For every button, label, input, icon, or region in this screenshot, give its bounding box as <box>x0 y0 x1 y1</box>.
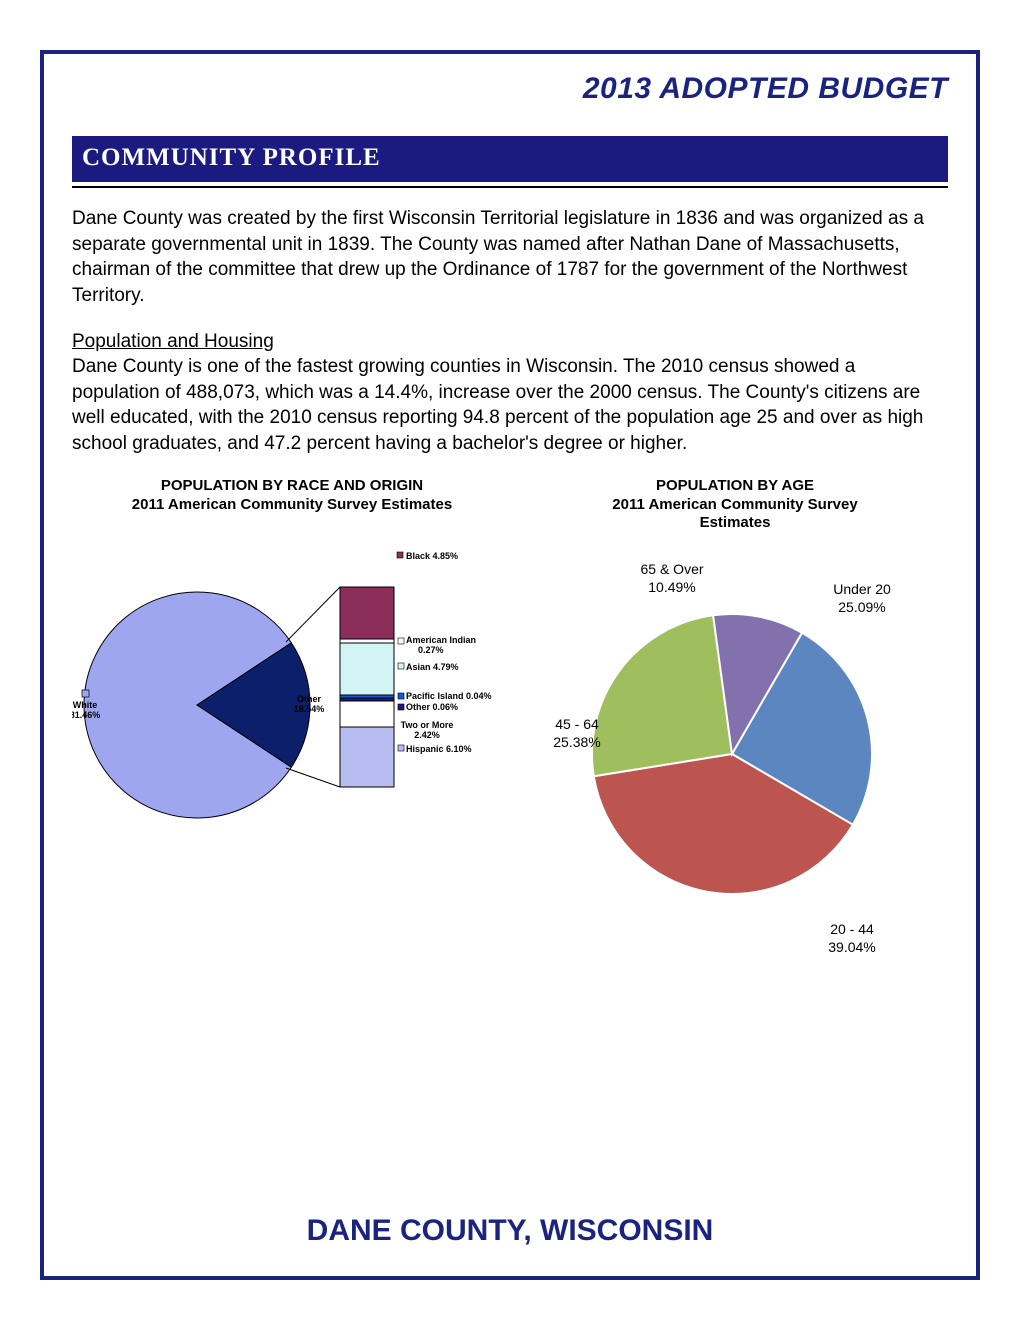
age-chart-title-l1: POPULATION BY AGE <box>656 477 814 494</box>
charts-row: POPULATION BY RACE AND ORIGIN 2011 Ameri… <box>72 477 948 984</box>
inner-frame: 2013 ADOPTED BUDGET COMMUNITY PROFILE Da… <box>40 50 980 1280</box>
svg-text:Black 4.85%: Black 4.85% <box>406 551 458 561</box>
race-chart-svg: White 81.46% Other 18.54% Black 4.85% Ame… <box>72 520 512 900</box>
svg-text:Asian 4.79%: Asian 4.79% <box>406 662 459 672</box>
svg-text:25.38%: 25.38% <box>553 734 600 750</box>
race-chart-title-l2: 2011 American Community Survey Estimates <box>132 496 452 513</box>
section-underline <box>72 186 948 188</box>
age-chart-column: POPULATION BY AGE 2011 American Communit… <box>522 477 948 984</box>
race-white-label: White <box>73 700 98 710</box>
svg-text:65 & Over: 65 & Over <box>640 561 703 577</box>
svg-text:American Indian: American Indian <box>406 635 476 645</box>
race-other-label: Other <box>297 694 322 704</box>
race-bar-of-pie <box>340 587 394 787</box>
race-chart-title: POPULATION BY RACE AND ORIGIN 2011 Ameri… <box>72 477 512 515</box>
population-subheading: Population and Housing <box>72 331 274 352</box>
race-white-pct: 81.46% <box>72 710 100 720</box>
population-paragraph: Dane County is one of the fastest growin… <box>72 356 923 454</box>
svg-text:Other 0.06%: Other 0.06% <box>406 702 458 712</box>
race-chart-column: POPULATION BY RACE AND ORIGIN 2011 Ameri… <box>72 477 512 984</box>
legend-swatch-white <box>82 690 89 697</box>
race-breakdown-legend: Black 4.85% American Indian0.27% Asian 4.7… <box>397 551 492 754</box>
svg-text:2.42%: 2.42% <box>414 730 440 740</box>
population-block: Population and Housing Dane County is on… <box>72 329 948 457</box>
svg-text:Hispanic 6.10%: Hispanic 6.10% <box>406 744 472 754</box>
section-title-bar: COMMUNITY PROFILE <box>72 136 948 182</box>
page: 2013 ADOPTED BUDGET COMMUNITY PROFILE Da… <box>0 0 1020 1320</box>
svg-text:10.49%: 10.49% <box>648 579 695 595</box>
header-title: 2013 ADOPTED BUDGET <box>72 72 948 106</box>
footer-text: DANE COUNTY, WISCONSIN <box>44 1214 976 1248</box>
age-chart-svg: Under 20 25.09% 20 - 44 39.04% 45 - 64 25.38%… <box>522 539 942 979</box>
age-chart-title-l2: 2011 American Community Survey <box>612 496 857 513</box>
age-chart-title-l3: Estimates <box>700 514 771 531</box>
age-pie-group <box>592 614 872 894</box>
connector-top <box>286 587 340 642</box>
race-other-pct: 18.54% <box>294 704 325 714</box>
svg-text:Under 20: Under 20 <box>833 581 891 597</box>
age-chart-title: POPULATION BY AGE 2011 American Communit… <box>522 477 948 533</box>
svg-text:45 - 64: 45 - 64 <box>555 716 599 732</box>
svg-text:Two or More: Two or More <box>401 720 454 730</box>
intro-paragraph: Dane County was created by the first Wis… <box>72 206 948 309</box>
svg-text:20 - 44: 20 - 44 <box>830 921 874 937</box>
connector-bottom <box>286 768 340 787</box>
svg-text:Pacific Island 0.04%: Pacific Island 0.04% <box>406 691 492 701</box>
svg-text:0.27%: 0.27% <box>418 645 444 655</box>
svg-text:39.04%: 39.04% <box>828 939 875 955</box>
svg-text:25.09%: 25.09% <box>838 599 885 615</box>
race-chart-title-l1: POPULATION BY RACE AND ORIGIN <box>161 477 423 494</box>
